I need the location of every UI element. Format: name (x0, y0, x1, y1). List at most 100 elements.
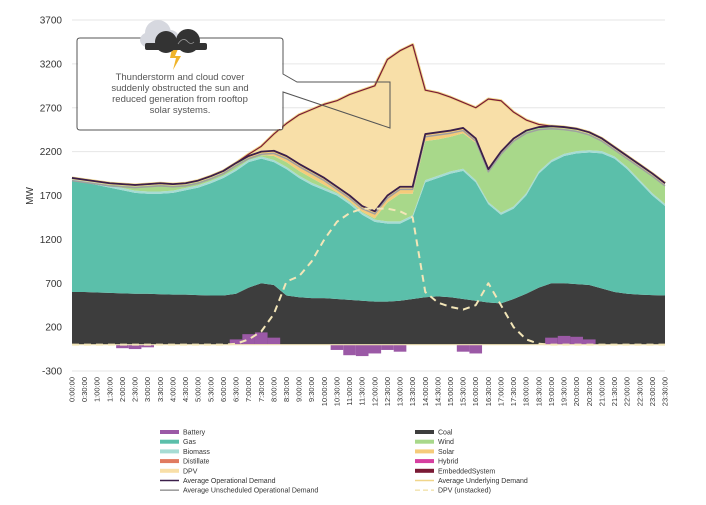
legend: Battery Gas Biomass Distillate DPV Average Op… (160, 430, 528, 495)
x-tick-label: 11:30:00 (358, 377, 367, 406)
callout-box (76, 37, 391, 131)
legend-swatch-coal (415, 430, 434, 434)
battery-bar (582, 339, 596, 345)
y-tick-label: 200 (45, 323, 62, 334)
x-tick-label: 2:00:00 (118, 377, 127, 402)
y-tick-label: 2700 (40, 103, 63, 114)
x-tick-label: 3:30:00 (156, 377, 165, 402)
y-tick-label: 1200 (40, 235, 63, 246)
line-dpv-unstacked (72, 207, 665, 346)
x-tick-label: 18:00:00 (522, 377, 531, 406)
x-tick-label: 5:00:00 (194, 377, 203, 402)
battery-bar (545, 337, 558, 345)
x-tick-label: 19:30:00 (560, 377, 569, 406)
x-axis-ticks: 0:00:00 0:30:00 1:00:00 1:30:00 2:00:00 2:30:… (68, 377, 670, 406)
legend-swatch-hybrid (415, 459, 434, 464)
battery-bar (229, 339, 243, 345)
x-tick-label: 20:00:00 (572, 377, 581, 406)
battery-bar (242, 334, 255, 345)
battery-bar (456, 344, 470, 352)
y-tick-label: 2200 (40, 147, 63, 158)
legend-swatch-solar (415, 449, 434, 454)
x-tick-label: 19:00:00 (547, 377, 556, 406)
y-tick-label: 700 (45, 279, 62, 290)
y-tick-label: 3200 (40, 59, 63, 70)
callout-text-line-1: Thunderstorm and cloud cover (116, 72, 245, 83)
legend-swatch-wind (415, 439, 434, 444)
area-gas (72, 152, 665, 304)
x-tick-label: 6:00:00 (219, 377, 228, 402)
y-tick-label: 1700 (40, 191, 63, 202)
y-tick-label: 3700 (40, 16, 63, 27)
area-coal (72, 283, 665, 345)
legend-swatch-distillate (160, 459, 179, 464)
legend-swatch-embeddedsystem (415, 468, 434, 473)
callout-text-line-3: reduced generation from rooftop (112, 94, 248, 105)
legend-label-average-operational-demand: Average Operational Demand (183, 478, 276, 485)
x-tick-label: 6:30:00 (232, 377, 241, 402)
callout-text-line-4: solar systems. (150, 105, 211, 116)
x-tick-label: 9:00:00 (295, 377, 304, 402)
x-tick-label: 10:30:00 (332, 377, 341, 406)
legend-label-hybrid: Hybrid (438, 459, 458, 466)
battery-bar (116, 344, 129, 349)
battery-bar (570, 336, 583, 345)
x-tick-label: 0:30:00 (80, 377, 89, 402)
x-tick-label: 5:30:00 (206, 377, 215, 402)
legend-label-average-underlying-demand: Average Underlying Demand (438, 478, 528, 485)
legend-label-coal: Coal (438, 430, 453, 437)
legend-label-wind: Wind (438, 439, 454, 446)
y-axis-ticks: -300 200 700 1200 1700 2200 2700 3200 3700 (40, 16, 63, 378)
battery-bar (381, 344, 394, 350)
battery-bar (557, 335, 571, 345)
legend-label-dpv-unstacked-: DPV (unstacked) (438, 488, 491, 495)
battery-bar (128, 344, 142, 350)
legend-label-solar: Solar (438, 449, 455, 456)
y-tick-label: -300 (42, 367, 62, 378)
battery-bar (254, 332, 268, 345)
x-tick-label: 8:30:00 (282, 377, 291, 402)
x-tick-label: 8:00:00 (269, 377, 278, 402)
battery-bar (355, 344, 369, 357)
x-tick-label: 22:30:00 (635, 377, 644, 406)
battery-bar (267, 337, 281, 345)
stacked-areas (72, 44, 665, 345)
x-tick-label: 15:30:00 (459, 377, 468, 406)
battery-bar (330, 344, 344, 350)
area-dpv (72, 44, 665, 212)
legend-label-battery: Battery (183, 430, 206, 437)
legend-swatch-dpv (160, 468, 179, 473)
x-tick-label: 13:00:00 (396, 377, 405, 406)
area-wind (72, 126, 665, 222)
x-tick-label: 17:30:00 (509, 377, 518, 406)
x-tick-label: 10:00:00 (320, 377, 329, 406)
x-tick-label: 3:00:00 (143, 377, 152, 402)
x-tick-label: 0:00:00 (68, 377, 77, 402)
legend-label-embeddedsystem: EmbeddedSystem (438, 468, 495, 475)
x-tick-label: 20:30:00 (585, 377, 594, 406)
battery-bar (368, 344, 382, 354)
x-tick-label: 16:30:00 (484, 377, 493, 406)
x-tick-label: 22:00:00 (623, 377, 632, 406)
x-tick-label: 14:00:00 (421, 377, 430, 406)
x-tick-label: 7:30:00 (257, 377, 266, 402)
x-tick-label: 7:00:00 (244, 377, 253, 402)
legend-swatch-biomass (160, 449, 179, 454)
x-tick-label: 23:30:00 (661, 377, 670, 406)
battery-bar (343, 344, 356, 356)
legend-label-distillate: Distillate (183, 459, 210, 466)
x-tick-label: 12:00:00 (370, 377, 379, 406)
x-tick-label: 14:30:00 (433, 377, 442, 406)
legend-swatch-gas (160, 439, 179, 444)
x-tick-label: 4:30:00 (181, 377, 190, 402)
x-tick-label: 16:00:00 (471, 377, 480, 406)
battery-bar (393, 344, 407, 352)
x-tick-label: 11:00:00 (345, 377, 354, 406)
legend-label-dpv: DPV (183, 468, 198, 475)
y-axis-label: MW (25, 187, 36, 205)
x-tick-label: 2:30:00 (131, 377, 140, 402)
x-tick-label: 21:30:00 (610, 377, 619, 406)
callout-text-line-2: suddenly obstructed the sun and (111, 83, 248, 94)
x-tick-label: 17:00:00 (496, 377, 505, 406)
